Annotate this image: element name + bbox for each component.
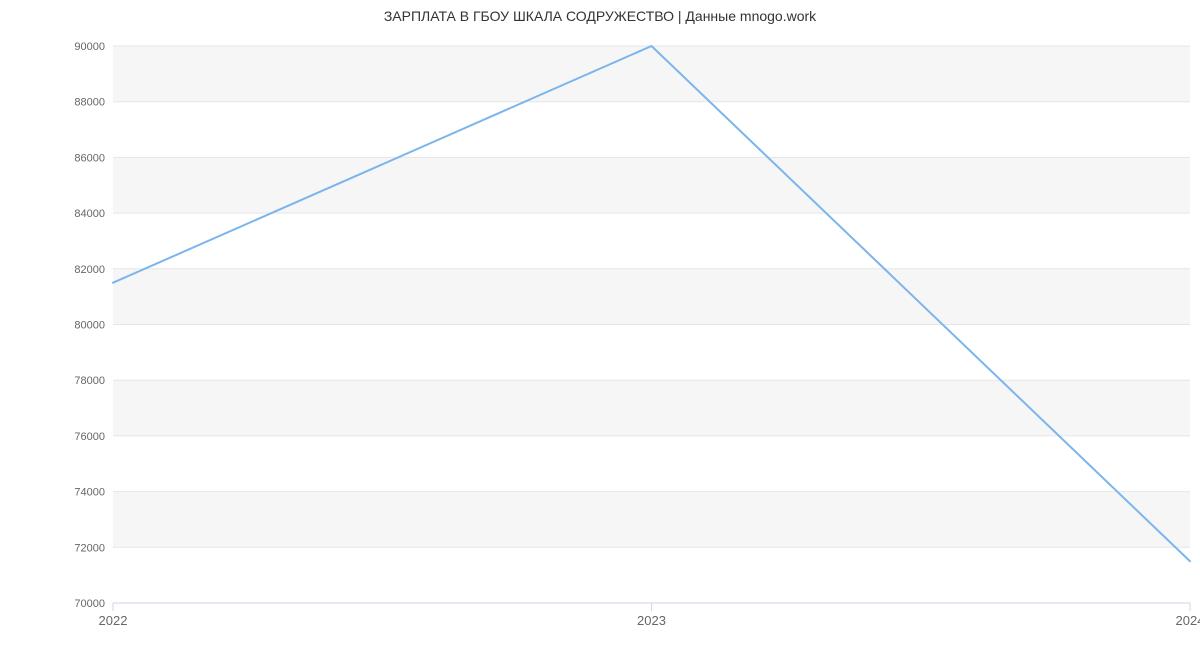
y-tick-label: 90000 <box>74 41 105 53</box>
chart-svg: 70000 72000 74000 76000 78000 80000 82000 84000… <box>0 0 1200 650</box>
x-tick-label: 2023 <box>637 613 666 628</box>
y-tick-label: 86000 <box>74 152 105 164</box>
y-tick-label: 72000 <box>74 542 105 554</box>
plot-band <box>113 269 1190 325</box>
y-tick-label: 70000 <box>74 598 105 610</box>
y-tick-label: 88000 <box>74 97 105 109</box>
plot-band <box>113 380 1190 436</box>
y-tick-label: 76000 <box>74 431 105 443</box>
y-tick-label: 82000 <box>74 264 105 276</box>
plot-band <box>113 492 1190 548</box>
y-tick-label: 78000 <box>74 375 105 387</box>
plot-band <box>113 157 1190 213</box>
y-tick-label: 74000 <box>74 487 105 499</box>
y-tick-label: 84000 <box>74 208 105 220</box>
x-tick-label: 2022 <box>99 613 128 628</box>
chart-container: ЗАРПЛАТА В ГБОУ ШКАЛА СОДРУЖЕСТВО | Данн… <box>0 0 1200 650</box>
y-tick-label: 80000 <box>74 320 105 332</box>
x-tick-label: 2024 <box>1176 613 1200 628</box>
plot-band <box>113 46 1190 102</box>
